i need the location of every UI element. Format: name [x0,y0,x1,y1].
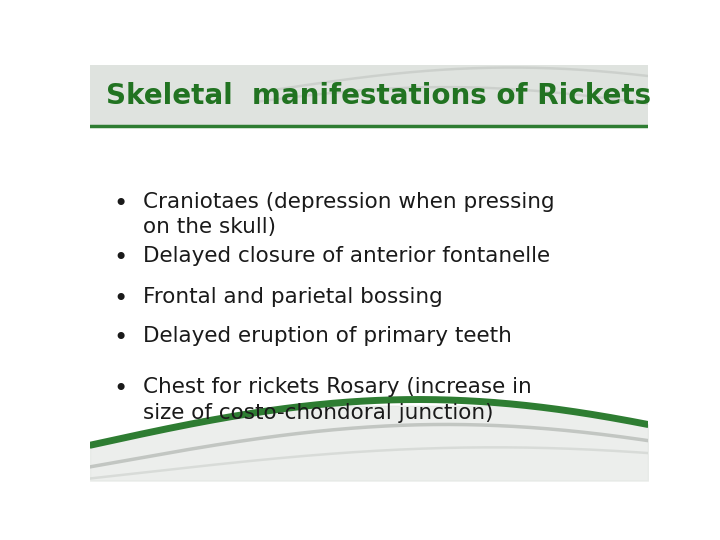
Text: Craniotaes (depression when pressing
on the skull): Craniotaes (depression when pressing on … [143,192,554,237]
Text: •: • [114,326,128,350]
Text: •: • [114,287,128,311]
Bar [90,65,648,126]
Text: •: • [114,246,128,269]
Text: Delayed closure of anterior fontanelle: Delayed closure of anterior fontanelle [143,246,550,266]
Text: Frontal and parietal bossing: Frontal and parietal bossing [143,287,443,307]
Text: •: • [114,192,128,215]
Text: Skeletal  manifestations of Rickets: Skeletal manifestations of Rickets [106,82,651,110]
Text: •: • [114,377,128,401]
Text: Chest for rickets Rosary (increase in
size of costo-chondoral junction): Chest for rickets Rosary (increase in si… [143,377,532,423]
Text: Delayed eruption of primary teeth: Delayed eruption of primary teeth [143,326,512,346]
